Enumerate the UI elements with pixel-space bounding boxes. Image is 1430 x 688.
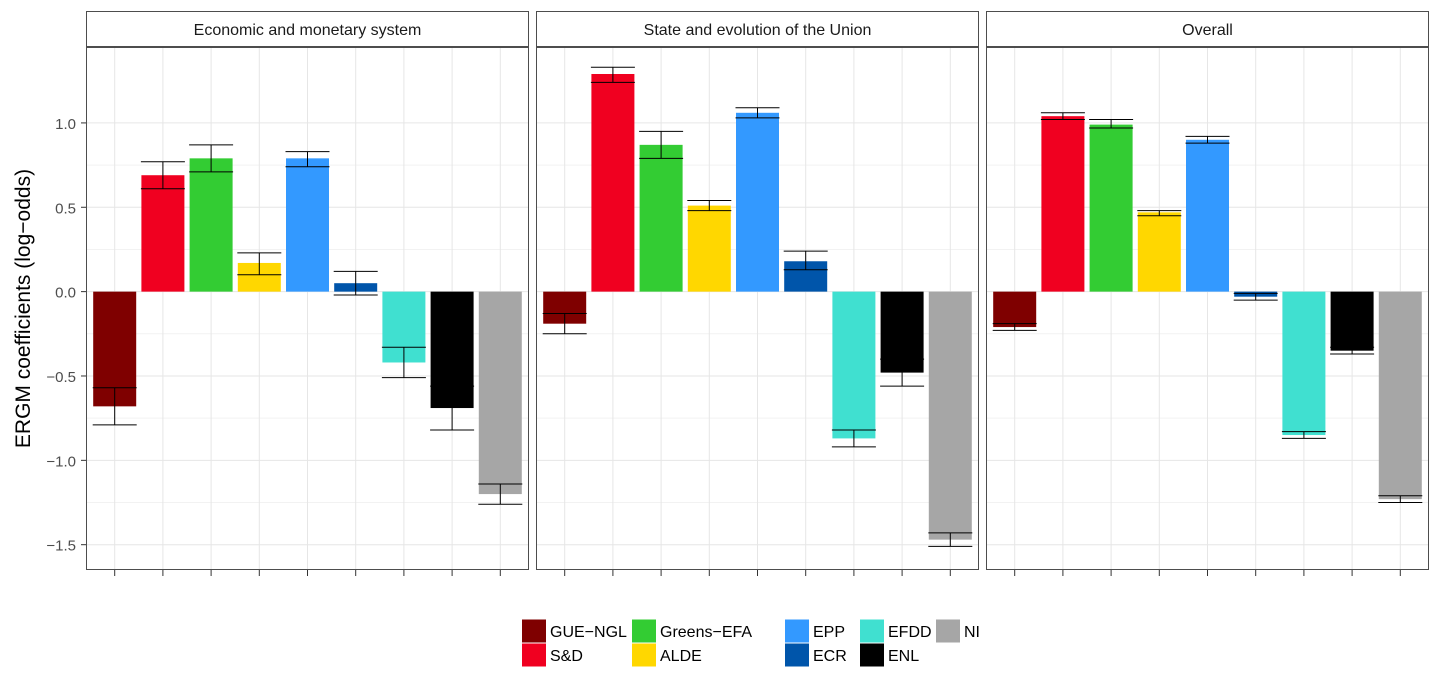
y-tick-label: −1.5	[46, 538, 76, 555]
y-tick-label: 0.5	[55, 200, 76, 217]
bar-2-2	[591, 73, 635, 292]
legend-label-9: NI	[964, 624, 980, 641]
bar-3-8	[1330, 291, 1374, 351]
y-axis-title: ERGM coefficients (log−odds)	[12, 169, 35, 448]
facet-title: State and evolution of the Union	[644, 22, 872, 39]
legend-key-2	[522, 643, 546, 667]
panel-3: Overall	[986, 11, 1429, 576]
panel-border	[86, 47, 529, 570]
legend-label-1: GUE−NGL	[550, 624, 627, 641]
legend-label-5: EPP	[813, 624, 845, 641]
bar-3-9	[1378, 291, 1422, 500]
legend-key-4	[632, 643, 656, 667]
legend-label-8: ENL	[888, 648, 919, 665]
legend: GUE−NGL Greens−EFA EPP EFDD NI S&D ALDE ECR ENL	[522, 619, 980, 667]
bar-3-7	[1282, 291, 1326, 436]
facet-title: Overall	[1182, 22, 1233, 39]
facet-strip	[86, 11, 529, 47]
bar-2-5	[736, 112, 779, 292]
bar-1-2	[141, 175, 185, 292]
bar-1-5	[286, 158, 329, 292]
y-tick-label: −1.0	[46, 453, 76, 470]
bar-2-4	[687, 205, 731, 292]
y-tick-label: 1.0	[55, 116, 76, 133]
bar-1-9	[478, 291, 522, 495]
legend-key-9	[936, 619, 960, 643]
panel-border	[536, 47, 979, 570]
facet-title: Economic and monetary system	[194, 22, 422, 39]
panel-border	[986, 47, 1429, 570]
bar-3-4	[1137, 212, 1181, 292]
bar-3-2	[1041, 116, 1085, 292]
bar-2-7	[832, 291, 876, 439]
legend-key-7	[860, 619, 884, 643]
panel-1: Economic and monetary system	[86, 11, 529, 576]
panel-2: State and evolution of the Union	[536, 11, 979, 576]
legend-label-6: ECR	[813, 648, 847, 665]
facet-strip	[536, 11, 979, 47]
bar-3-1	[993, 291, 1037, 328]
y-tick-label: −0.5	[46, 369, 76, 386]
y-tick-label: 0.0	[55, 285, 76, 302]
facet-strip	[986, 11, 1429, 47]
legend-key-6	[785, 643, 809, 667]
legend-label-3: Greens−EFA	[660, 624, 752, 641]
bar-3-5	[1186, 139, 1229, 292]
legend-key-5	[785, 619, 809, 643]
bar-2-9	[928, 291, 972, 540]
bar-1-1	[93, 291, 137, 407]
legend-key-3	[632, 619, 656, 643]
legend-key-1	[522, 619, 546, 643]
legend-label-2: S&D	[550, 648, 583, 665]
bar-3-3	[1089, 124, 1133, 292]
legend-key-8	[860, 643, 884, 667]
legend-label-4: ALDE	[660, 648, 702, 665]
bar-2-3	[639, 144, 683, 292]
bar-1-3	[189, 158, 233, 292]
legend-label-7: EFDD	[888, 624, 932, 641]
